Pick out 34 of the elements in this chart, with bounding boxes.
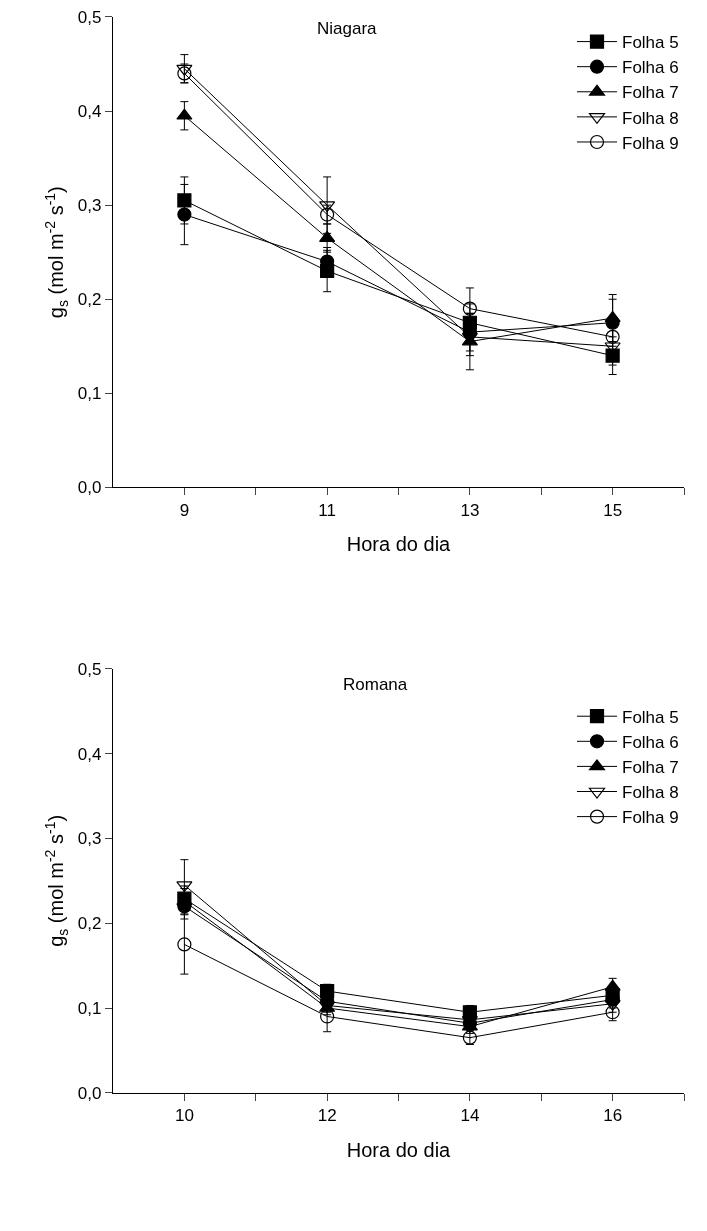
x-tick-label: 11 (318, 500, 336, 520)
y-tick-label: 0,4 (77, 744, 102, 764)
chart-title: Niagara (317, 19, 378, 38)
y-tick-label: 0,0 (77, 478, 102, 498)
x-tick-label: 9 (179, 500, 190, 520)
x-tick-label: 10 (174, 1106, 194, 1126)
y-tick-label: 0,2 (77, 914, 102, 934)
x-axis-title: Hora do dia (346, 533, 452, 556)
y-tick-label: 0,4 (77, 102, 102, 122)
x-tick-label: 13 (460, 500, 480, 520)
y-tick-label: 0,5 (77, 659, 102, 679)
legend-label: Folha 5 (622, 707, 679, 727)
legend-label: Folha 8 (622, 108, 679, 128)
legend-label: Folha 5 (622, 33, 679, 53)
x-tick-label: 16 (603, 1106, 623, 1126)
y-tick-label: 0,1 (77, 998, 102, 1018)
legend-label: Folha 9 (622, 808, 679, 828)
x-axis-title: Hora do dia (346, 1138, 452, 1161)
legend-label: Folha 9 (622, 133, 679, 153)
legend-label: Folha 6 (622, 58, 679, 78)
y-tick-label: 0,2 (77, 290, 102, 310)
y-tick-label: 0,0 (77, 1083, 102, 1103)
legend-label: Folha 8 (622, 783, 679, 803)
x-tick-label: 14 (460, 1106, 480, 1126)
legend-label: Folha 7 (622, 83, 679, 103)
y-tick-label: 0,3 (77, 196, 102, 216)
legend-label: Folha 7 (622, 758, 679, 778)
y-tick-label: 0,3 (77, 829, 102, 849)
chart-title: Romana (343, 675, 408, 694)
legend-label: Folha 6 (622, 732, 679, 752)
y-tick-label: 0,1 (77, 384, 102, 404)
x-tick-label: 12 (317, 1106, 337, 1126)
x-tick-label: 15 (603, 500, 623, 520)
y-tick-label: 0,5 (77, 7, 102, 27)
